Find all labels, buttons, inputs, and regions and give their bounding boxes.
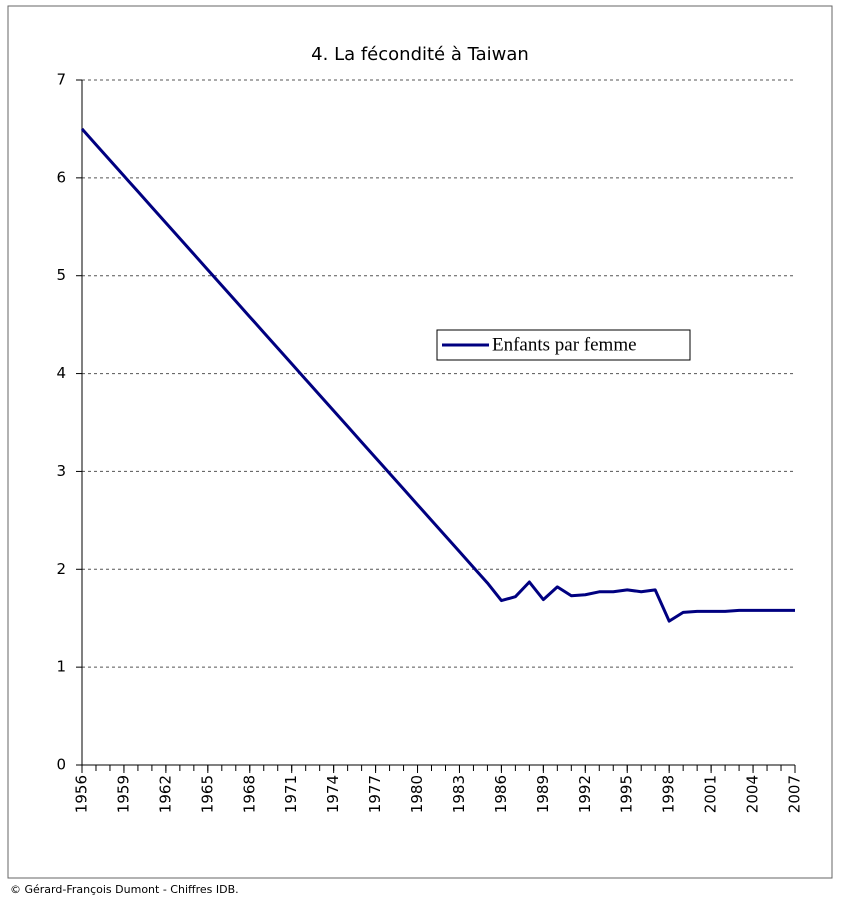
x-tick-label: 1989 — [534, 775, 552, 813]
frame — [7, 5, 833, 879]
legend-label: Enfants par femme — [492, 334, 637, 355]
y-tick-label: 7 — [56, 71, 66, 89]
x-tick-label: 1983 — [450, 775, 468, 813]
x-tick-label: 1998 — [660, 775, 678, 813]
y-tick-label: 3 — [56, 462, 66, 480]
x-tick-label: 2004 — [744, 775, 762, 813]
x-tick-label: 1956 — [73, 775, 91, 813]
y-tick-label: 2 — [56, 560, 66, 578]
x-tick-label: 1971 — [282, 775, 300, 813]
y-tick-label: 4 — [56, 364, 66, 382]
x-tick-label: 1986 — [492, 775, 510, 813]
x-tick-label: 1965 — [198, 775, 216, 813]
x-tick-label: 1977 — [366, 775, 384, 813]
x-tick-label: 1992 — [576, 775, 594, 813]
x-tick-label: 1962 — [156, 775, 174, 813]
y-tick-label: 5 — [56, 266, 66, 284]
y-tick-label: 0 — [56, 756, 66, 774]
y-tick-label: 6 — [56, 168, 66, 186]
chart-title: 4. La fécondité à Taiwan — [311, 44, 529, 65]
x-tick-label: 1959 — [114, 775, 132, 813]
footer: © Gérard-François Dumont - Chiffres IDB. — [10, 883, 239, 896]
x-tick-label: 2001 — [702, 775, 720, 813]
x-tick-label: 1968 — [240, 775, 258, 813]
line — [80, 127, 795, 623]
y-tick-label: 1 — [56, 658, 66, 676]
x-tick-label: 1974 — [324, 775, 342, 813]
x-tick-label: 1980 — [408, 775, 426, 813]
x-tick-label: 1995 — [618, 775, 636, 813]
x-tick-label: 2007 — [786, 775, 804, 813]
